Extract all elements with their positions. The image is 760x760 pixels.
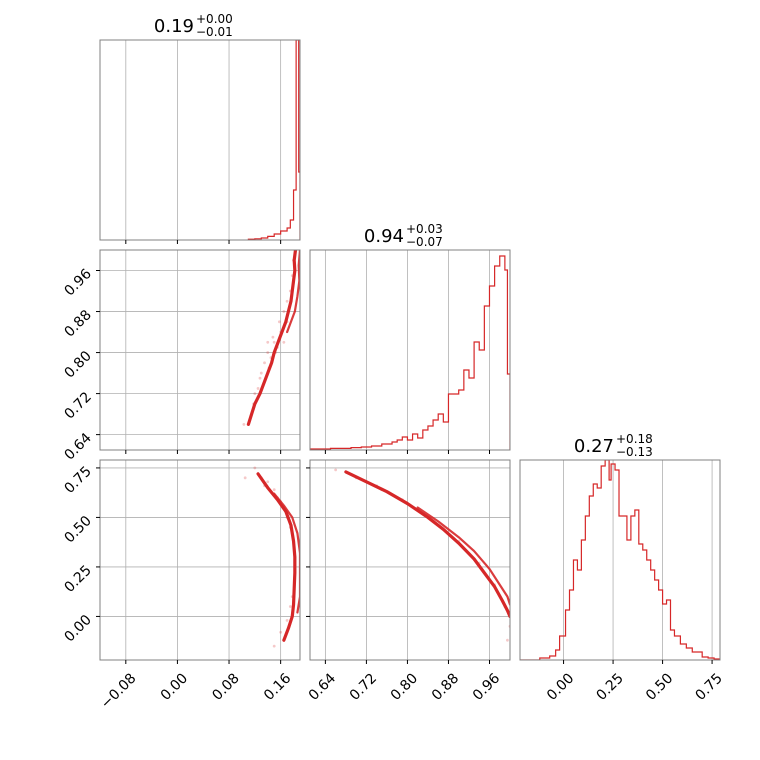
y-tick-label: 0.75 (61, 463, 94, 496)
histogram-title: 0.19 +0.00−0.01 (154, 12, 233, 39)
contour-inner (416, 506, 510, 606)
x-tick-label: 0.64 (306, 670, 339, 703)
title-value: 0.19 (154, 16, 194, 37)
title-minus: −0.13 (616, 445, 653, 459)
sample-point (266, 340, 270, 344)
panel-joint-2-1: 0.64 0.72 0.80 0.88 0.96 (306, 459, 511, 704)
sample-point (506, 638, 509, 642)
panel-hist-1: 0.94 +0.03−0.07 (309, 222, 511, 454)
x-tick-label: 0.00 (544, 670, 577, 703)
panel-hist-2: 0.27 +0.18−0.13 0.00 0.25 0.50 0.75 (519, 432, 726, 704)
sample-point (272, 340, 276, 344)
sample-point (266, 351, 270, 354)
sample-point (253, 392, 257, 395)
x-tick-label: 0.72 (347, 670, 380, 703)
title-value: 0.27 (574, 436, 614, 457)
x-tick-label: 0.96 (470, 670, 503, 703)
axes-frame (309, 249, 511, 451)
sample-point (256, 387, 260, 390)
sample-point (242, 422, 246, 426)
histogram-line (310, 255, 510, 450)
sample-point (282, 310, 286, 313)
sample-point (282, 340, 286, 344)
sample-point (334, 468, 338, 472)
title-minus: −0.07 (406, 235, 443, 249)
contour-band (256, 472, 297, 642)
sample-point (277, 320, 281, 324)
x-tick-label: 0.75 (692, 670, 725, 703)
title-plus: +0.03 (406, 222, 443, 236)
x-tick-label: 0.80 (388, 670, 421, 703)
sample-point (258, 376, 262, 380)
axes-frame (519, 459, 721, 661)
title-value: 0.94 (364, 226, 404, 247)
sample-point (279, 630, 283, 634)
histogram-title: 0.27 +0.18−0.13 (574, 432, 653, 459)
x-tick-label: 0.00 (158, 670, 191, 703)
sample-point (263, 361, 266, 365)
sample-point (285, 299, 289, 303)
title-plus: +0.00 (196, 12, 233, 26)
sample-point (243, 476, 247, 480)
sample-point (259, 371, 263, 375)
sample-point (272, 644, 276, 648)
y-tick-label: 0.80 (61, 348, 94, 381)
contour-band (344, 470, 510, 619)
axes-frame (99, 39, 301, 241)
sample-point (288, 605, 292, 608)
contour-band (246, 250, 298, 426)
contour-inner (285, 250, 300, 334)
title-plus: +0.18 (616, 432, 653, 446)
histogram-line (520, 460, 720, 660)
axes-frame (99, 459, 301, 661)
panel-joint-2-0: −0.08 0.00 0.08 0.160.000.250.500.75 (61, 459, 301, 712)
sample-point (285, 618, 289, 622)
axes-frame (309, 459, 511, 661)
contour-inner (273, 492, 300, 614)
sample-point (271, 335, 275, 339)
y-tick-label: 0.88 (61, 307, 94, 340)
x-tick-label: 0.08 (209, 670, 242, 703)
title-minus: −0.01 (196, 25, 233, 39)
y-tick-label: 0.64 (61, 430, 94, 463)
plot-area (243, 466, 300, 648)
y-tick-label: 0.50 (61, 513, 94, 546)
plot-area (334, 468, 510, 642)
histogram-line (247, 40, 300, 240)
y-tick-label: 0.96 (61, 266, 94, 299)
panel-joint-1-0: 0.64 0.72 0.80 0.88 0.96 (61, 249, 301, 463)
sample-point (266, 480, 270, 484)
panel-hist-0: 0.19 +0.00−0.01 (99, 12, 301, 244)
x-tick-label: 0.50 (643, 670, 676, 703)
x-tick-label: 0.88 (429, 670, 462, 703)
plot-area (247, 40, 300, 240)
plot-area (310, 255, 510, 450)
sample-point (272, 488, 276, 492)
plot-area (242, 250, 300, 426)
y-tick-label: 0.00 (61, 612, 94, 645)
x-tick-label: 0.16 (261, 670, 294, 703)
sample-point (253, 466, 257, 470)
plot-area (520, 460, 720, 660)
y-tick-label: 0.72 (61, 389, 94, 422)
y-tick-label: 0.25 (61, 562, 94, 595)
histogram-title: 0.94 +0.03−0.07 (364, 222, 443, 249)
axes-frame (99, 249, 301, 451)
x-tick-label: 0.25 (593, 670, 626, 703)
x-tick-label: −0.08 (98, 670, 140, 712)
